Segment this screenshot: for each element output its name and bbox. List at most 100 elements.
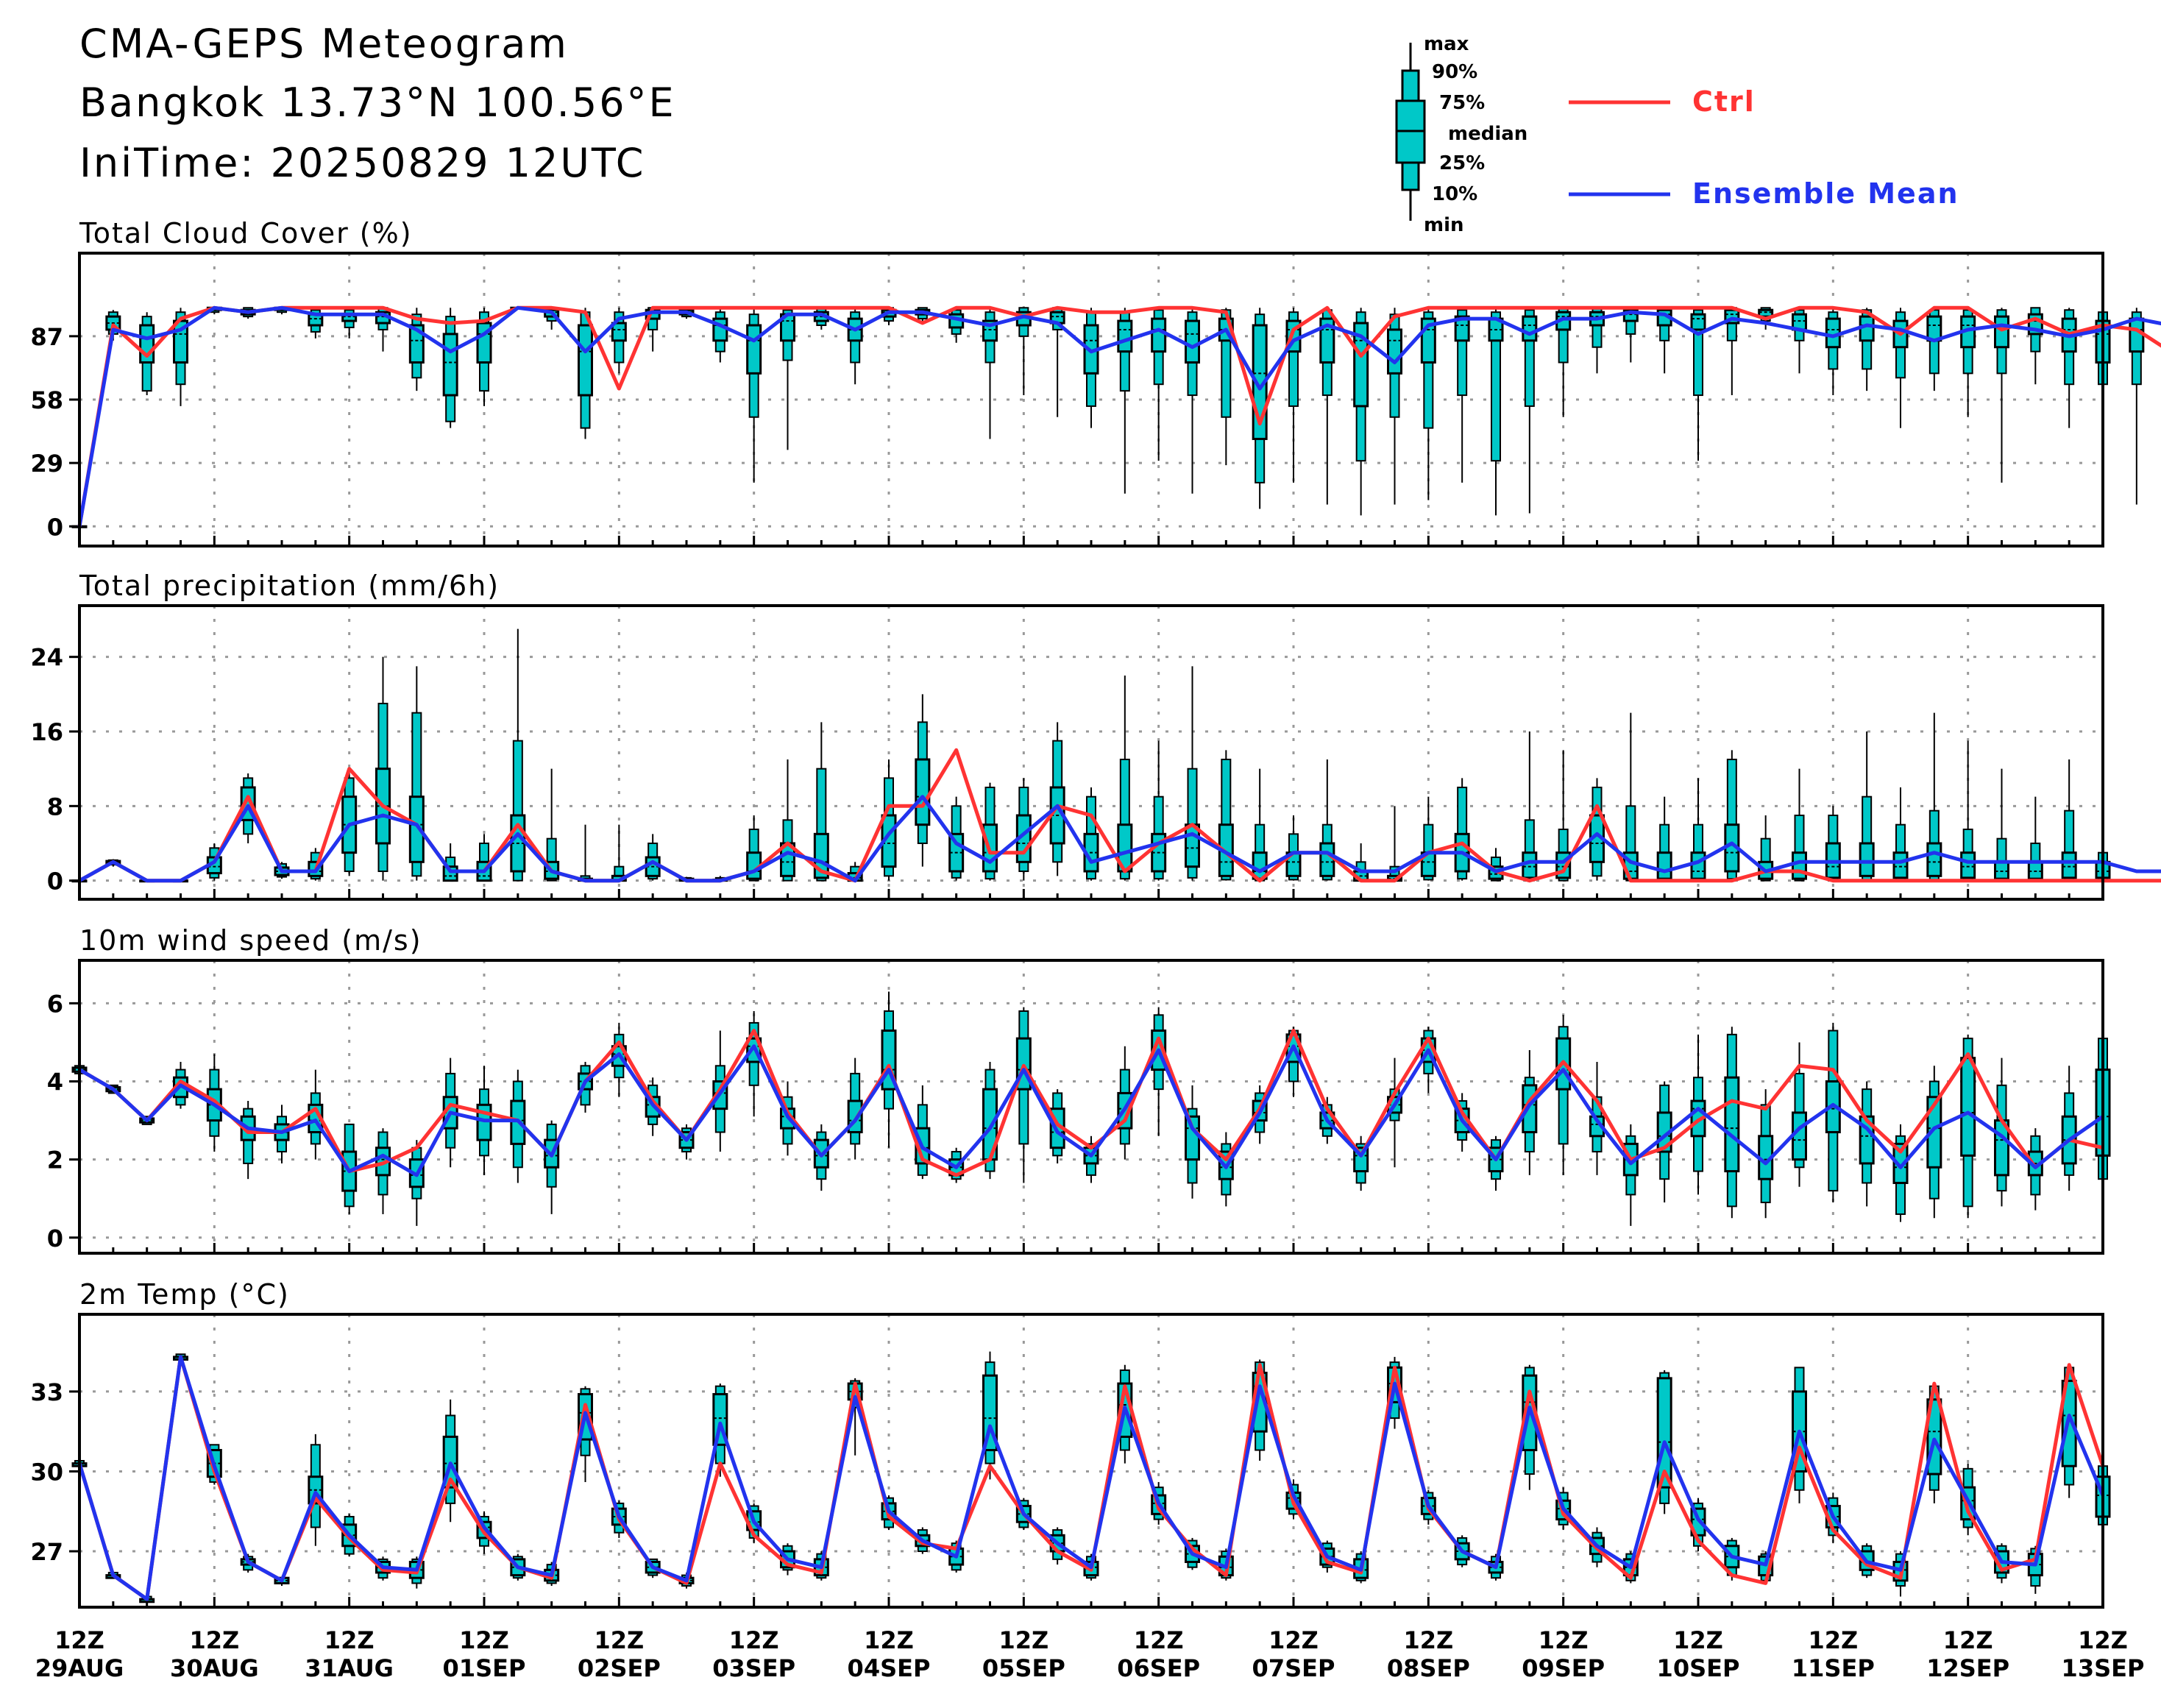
box-p25-p75 [1960,851,1976,879]
x-tick-label-hour: 12Z [1808,1626,1858,1654]
box-whisker [1218,1132,1234,1207]
box-whisker [1892,787,1909,882]
box-whisker [712,308,728,363]
x-tick-label-hour: 12Z [1673,1626,1723,1654]
x-tick-label-hour: 12Z [459,1626,509,1654]
panel-title: Total Cloud Cover (%) [79,217,413,249]
box-whisker [1015,1007,1032,1183]
box-whisker [1656,796,1672,882]
ctrl-series-line [77,305,2161,527]
box-whisker [1420,796,1436,881]
box-whisker [1589,1061,1605,1175]
box-whisker [408,1140,425,1226]
box-p25-p75 [1353,322,1369,408]
box-p25-p75 [1117,319,1133,353]
box-whisker [813,722,829,882]
y-tick-label: 4 [47,1069,63,1096]
ctrl-series-line [77,1355,2105,1601]
x-tick-label-date: 12SEP [1926,1654,2009,1682]
box-p25-p75 [1859,842,1875,877]
box-whisker [780,759,795,882]
x-tick-label-hour: 12Z [1403,1626,1453,1654]
box-whisker [982,782,998,881]
box-p25-p75 [1185,319,1200,364]
box-whisker [1522,308,1538,514]
box-whisker [645,834,661,881]
box-whisker [1724,1027,1740,1219]
box-p25-p75 [1319,317,1335,364]
box-whisker [1622,712,1639,882]
box-whisker [1994,768,2009,882]
box-whisker [678,1124,695,1160]
box-whisker [780,308,795,450]
y-tick-label: 27 [30,1538,63,1566]
box-whisker [1151,1007,1167,1136]
box-whisker [2027,796,2043,882]
x-tick-label-date: 09SEP [1522,1654,1605,1682]
box-whisker [847,308,863,385]
legend-ctrl-label: Ctrl [1692,85,1756,118]
panel-frame [78,959,2104,1255]
box-whisker [375,656,391,881]
box-p25-p75 [1690,851,1706,880]
box-whisker [1151,308,1167,461]
mean-series-line [78,1044,2104,1177]
x-tick-label-date: 02SEP [578,1654,661,1682]
box-whisker [1792,1042,1807,1187]
box-p25-p75 [1926,842,1942,877]
legend-box-key [1395,43,1426,221]
box-whisker [408,666,425,881]
x-tick-label-hour: 12Z [864,1626,914,1654]
box-whisker [982,1351,998,1480]
mean-series-line [77,1355,2105,1601]
box-whisker [1488,1135,1504,1191]
box-whisker [1926,1066,1942,1219]
x-tick-label-date: 08SEP [1387,1654,1470,1682]
box-whisker [544,1120,560,1214]
box-p25-p75 [1792,851,1807,880]
x-tick-label-hour: 12Z [998,1626,1048,1654]
box-whisker [1792,308,1807,374]
panel-frame [78,1313,2104,1609]
box-whisker [1589,778,1605,881]
box-whisker [1015,307,1032,396]
x-tick-label-date: 10SEP [1657,1654,1740,1682]
box-p25-p75 [1994,860,2009,880]
box-whisker [982,308,998,439]
box-whisker [813,1124,829,1191]
box-whisker [1319,759,1335,881]
box-whisker [1522,731,1538,882]
y-tick-label: 87 [30,323,63,351]
x-tick-label-date: 04SEP [848,1654,931,1682]
box-p25-p75 [1656,851,1672,880]
x-tick-label-hour: 12Z [324,1626,375,1654]
x-tick-label-date: 13SEP [2062,1654,2145,1682]
box-p25-p75 [1185,823,1200,868]
y-tick-label: 24 [30,644,63,672]
panel-frame [78,252,2104,548]
box-p25-p75 [1185,1115,1200,1161]
box-p25-p75 [1454,315,1470,342]
box-whisker [1859,731,1875,882]
panel-frame [78,604,2104,901]
box-whisker [442,1399,458,1523]
box-whisker [915,1085,931,1180]
legend-box-label: 25% [1439,152,1485,174]
box-whisker [1015,778,1032,881]
box-whisker [240,1101,256,1180]
mean-series-line [78,795,2161,883]
box-p25-p75 [1151,317,1167,353]
box-whisker [1960,740,1976,882]
box-p25-p75 [1892,1142,1909,1184]
mean-series-line [77,305,2161,527]
box-whisker [1218,750,1234,881]
x-tick-label-date: 30AUG [170,1654,259,1682]
box-whisker [476,834,492,882]
box-whisker [847,1057,863,1160]
legend-box-label: 10% [1432,183,1477,205]
box-p25-p75 [1758,308,1774,318]
box-whisker [746,1010,762,1117]
box-whisker [341,308,358,339]
location-label: Bangkok 13.73°N 100.56°E [79,79,676,126]
box-whisker [1825,1022,1841,1203]
